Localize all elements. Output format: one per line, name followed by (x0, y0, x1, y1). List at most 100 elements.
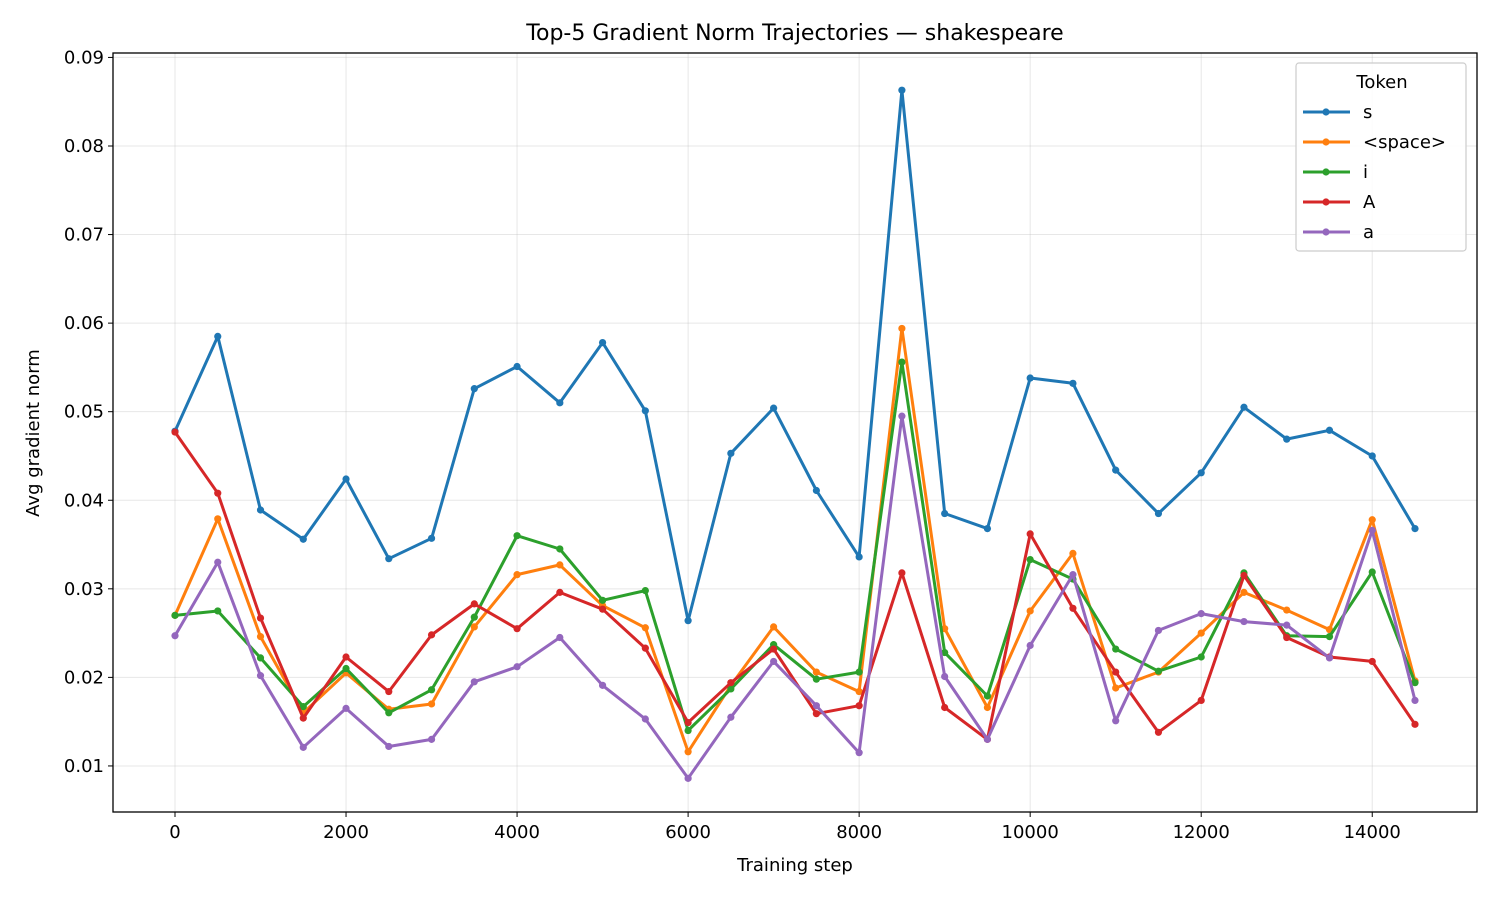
series-line (173, 326, 1417, 754)
data-point (1368, 568, 1376, 576)
data-point (556, 588, 564, 596)
data-point (1069, 571, 1077, 579)
x-axis-label: Training step (736, 855, 853, 876)
data-point (513, 362, 521, 371)
x-tick-label: 8000 (836, 822, 882, 843)
data-point (727, 713, 735, 721)
legend-marker (1322, 228, 1330, 236)
legend-marker (1322, 198, 1330, 206)
data-point (684, 617, 692, 625)
data-point (770, 623, 778, 631)
data-point (556, 633, 564, 642)
data-point (684, 748, 692, 756)
data-point (299, 714, 307, 722)
y-tick-label: 0.03 (64, 579, 104, 600)
data-point (812, 702, 820, 710)
data-point (983, 735, 992, 743)
data-point (641, 644, 649, 652)
legend-label: <space> (1363, 132, 1446, 153)
series-group (171, 86, 1419, 782)
data-point (1325, 633, 1334, 641)
data-point (470, 385, 478, 393)
data-point (1154, 728, 1163, 736)
legend-marker (1322, 108, 1330, 116)
data-point (1283, 435, 1291, 443)
data-point (983, 703, 992, 712)
data-point (1026, 374, 1034, 382)
data-point (556, 561, 564, 569)
data-point (812, 668, 820, 676)
data-point (1112, 668, 1120, 676)
data-point (1411, 679, 1419, 687)
data-point (1411, 696, 1419, 705)
data-point (983, 692, 992, 700)
data-point (214, 332, 222, 341)
data-point (342, 475, 350, 483)
data-point (1240, 571, 1248, 580)
data-point (812, 710, 820, 718)
x-tick-label: 10000 (1002, 822, 1059, 843)
data-point (427, 735, 436, 743)
data-point (513, 571, 521, 579)
data-point (898, 358, 906, 366)
legend-label: i (1363, 162, 1368, 183)
data-point (1197, 696, 1205, 705)
plot-frame (112, 52, 1478, 813)
legend: Token s <space> iAa (1295, 62, 1467, 252)
data-point (256, 654, 265, 662)
data-point (898, 569, 906, 577)
data-point (898, 324, 906, 333)
data-point (855, 702, 863, 710)
y-tick-label: 0.01 (64, 756, 104, 777)
data-point (812, 675, 820, 683)
data-point (1112, 717, 1120, 725)
data-point (641, 715, 649, 723)
data-point (727, 679, 735, 687)
data-point (256, 672, 265, 680)
data-point (470, 600, 478, 608)
data-point (1240, 403, 1248, 411)
data-point (598, 681, 607, 689)
data-point (556, 545, 564, 553)
data-point (385, 555, 393, 563)
data-point (427, 700, 436, 708)
x-tick-label: 6000 (665, 822, 711, 843)
legend-label: A (1363, 192, 1376, 213)
legend-title: Token (1355, 72, 1407, 93)
data-point (941, 672, 949, 681)
data-point (770, 645, 778, 653)
data-point (1325, 654, 1334, 662)
data-point (983, 524, 992, 533)
data-point (299, 535, 307, 543)
data-point (1112, 466, 1120, 474)
data-point (385, 687, 393, 696)
y-axis-label: Avg gradient norm (23, 349, 44, 517)
data-point (1240, 588, 1248, 596)
data-point (385, 709, 393, 717)
data-point (342, 704, 350, 712)
data-point (598, 605, 607, 613)
data-point (855, 553, 863, 561)
legend-marker (1322, 168, 1330, 176)
data-point (214, 558, 222, 566)
data-point (342, 653, 350, 661)
data-point (898, 86, 906, 94)
data-point (385, 742, 393, 751)
data-point (855, 668, 863, 676)
data-point (898, 412, 906, 420)
data-point (470, 678, 478, 686)
y-tick-label: 0.02 (64, 667, 104, 688)
x-tick-label: 4000 (494, 822, 540, 843)
data-point (1112, 684, 1120, 692)
data-point (1368, 516, 1376, 524)
data-point (427, 686, 436, 694)
data-point (1154, 667, 1163, 675)
data-point (1026, 530, 1034, 538)
data-point (684, 774, 692, 782)
data-point (941, 509, 949, 518)
legend-marker (1322, 138, 1330, 146)
data-point (256, 614, 265, 622)
data-point (855, 749, 863, 757)
data-point (1411, 524, 1419, 533)
